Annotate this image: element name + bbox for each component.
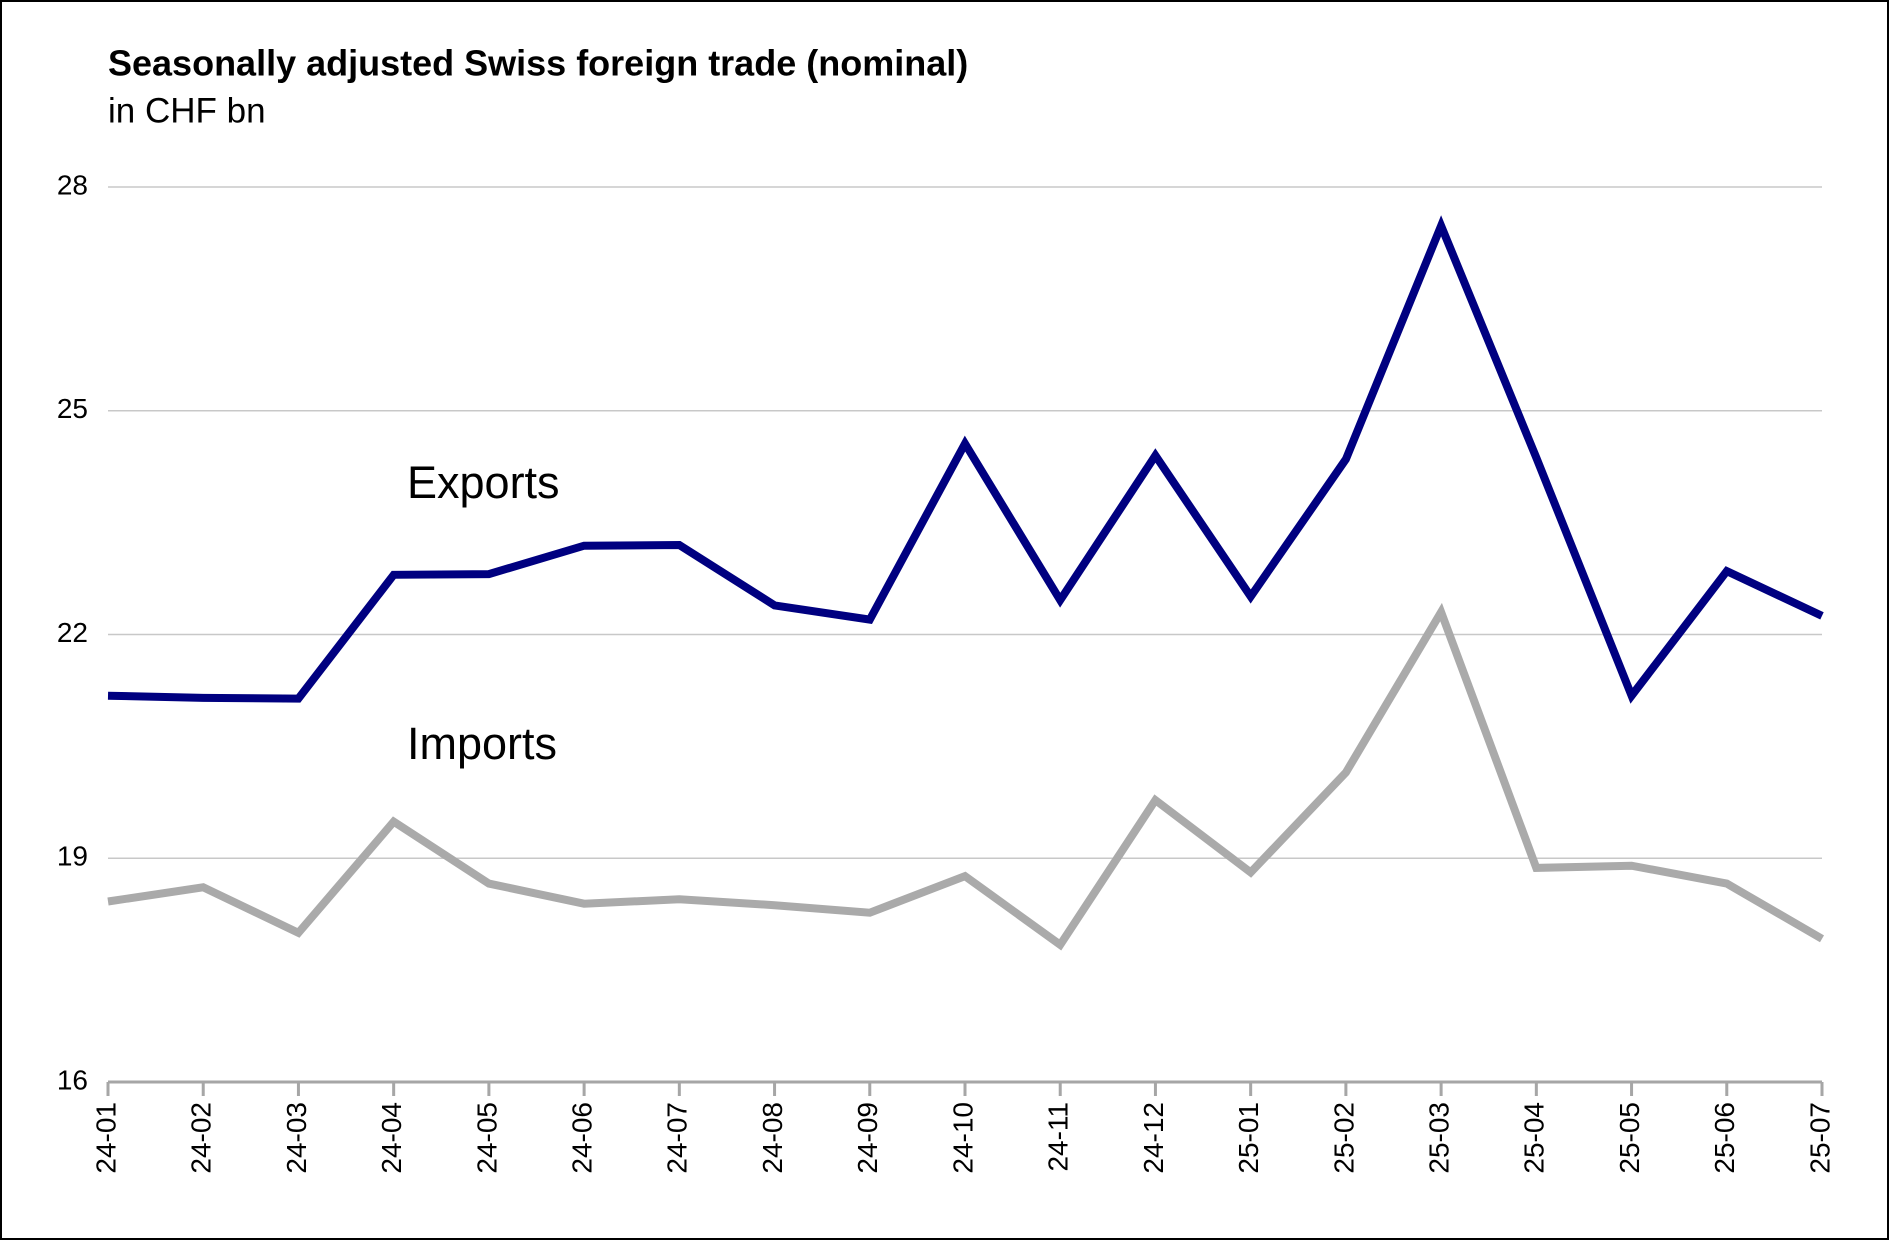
x-tick-label: 24-01 [90, 1102, 121, 1174]
x-tick-label: 25-03 [1424, 1102, 1455, 1174]
chart-title: Seasonally adjusted Swiss foreign trade … [108, 43, 968, 84]
x-tick-label: 24-03 [281, 1102, 312, 1174]
x-tick-label: 24-04 [376, 1102, 407, 1174]
chart-subtitle: in CHF bn [108, 91, 266, 130]
x-tick-label: 25-05 [1614, 1102, 1645, 1174]
x-tick-label: 25-06 [1709, 1102, 1740, 1174]
x-tick-label: 25-01 [1233, 1102, 1264, 1174]
y-tick-label: 16 [57, 1064, 88, 1095]
series-line [107, 602, 1825, 951]
x-tick-label: 24-10 [947, 1102, 978, 1174]
y-tick-label: 22 [57, 617, 88, 648]
y-tick-label: 28 [57, 169, 88, 200]
series-line [107, 215, 1824, 704]
x-tick-label: 24-09 [852, 1102, 883, 1174]
series-label: Imports [407, 718, 557, 769]
series-label: Exports [407, 457, 560, 508]
x-tick-label: 24-02 [186, 1102, 217, 1174]
x-tick-label: 25-02 [1328, 1102, 1359, 1174]
x-tick-label: 24-07 [662, 1102, 693, 1174]
x-tick-label: 25-07 [1804, 1102, 1835, 1174]
x-tick-label: 24-12 [1138, 1102, 1169, 1174]
x-tick-label: 24-08 [757, 1102, 788, 1174]
y-tick-label: 19 [57, 841, 88, 872]
x-tick-label: 24-06 [567, 1102, 598, 1174]
x-tick-label: 24-05 [471, 1102, 502, 1174]
y-tick-label: 25 [57, 393, 88, 424]
x-tick-label: 25-04 [1519, 1102, 1550, 1174]
x-tick-label: 24-11 [1043, 1102, 1074, 1172]
